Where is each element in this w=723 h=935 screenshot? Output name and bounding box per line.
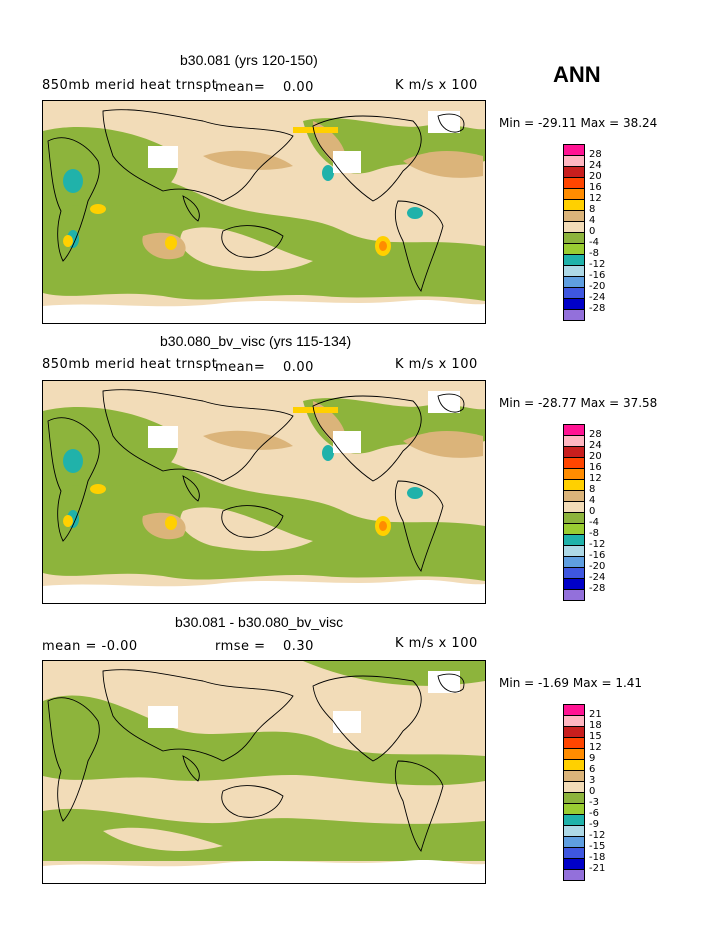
colorbar-swatch <box>563 589 585 601</box>
colorbar-level-label: -15 <box>589 841 606 852</box>
colorbar-level-label: -8 <box>589 528 599 539</box>
panel-2-mean-label: mean= <box>215 360 266 375</box>
colorbar-level-label: -3 <box>589 797 599 808</box>
colorbar-level-label: 16 <box>589 182 602 193</box>
panel-1-mean-value: 0.00 <box>283 80 314 95</box>
colorbar-level-label: -24 <box>589 572 606 583</box>
colorbar-level-label: -28 <box>589 303 606 314</box>
panel-3-mean: mean = -0.00 <box>42 639 138 654</box>
world-map <box>43 661 485 883</box>
world-map <box>43 101 485 323</box>
panel-3-title: b30.081 - b30.080_bv_visc <box>175 614 344 630</box>
colorbar-level-label: -20 <box>589 561 606 572</box>
colorbar-level-label: -9 <box>589 819 599 830</box>
colorbar-swatch <box>563 869 585 881</box>
colorbar-level-label: 15 <box>589 731 602 742</box>
panel-1-mean-label: mean= <box>215 80 266 95</box>
panel-3-map <box>42 660 486 884</box>
colorbar-level-label: 20 <box>589 171 602 182</box>
colorbar-level-label: -24 <box>589 292 606 303</box>
panel-3-colorbar: 21 18 15 12 9 6 3 0 -3 -6 -9 -12 -15 -18 -21 <box>563 704 623 881</box>
panel-2-mean-value: 0.00 <box>283 360 314 375</box>
colorbar-level-label: -18 <box>589 852 606 863</box>
colorbar-level-label: 4 <box>589 495 596 506</box>
colorbar-level-label: 24 <box>589 440 602 451</box>
colorbar-level-label: -12 <box>589 539 606 550</box>
panel-3-rmse-label: rmse = <box>215 639 266 654</box>
colorbar-level-label: 0 <box>589 506 596 517</box>
colorbar-level-label: -20 <box>589 281 606 292</box>
colorbar-level-label: 20 <box>589 451 602 462</box>
panel-1-units: K m/s x 100 <box>395 78 478 93</box>
colorbar-level-label: 3 <box>589 775 596 786</box>
colorbar-level-label: 12 <box>589 473 602 484</box>
colorbar-level-label: 24 <box>589 160 602 171</box>
colorbar-level-label: -21 <box>589 863 606 874</box>
colorbar-level-label: 21 <box>589 709 602 720</box>
colorbar-level-label: -12 <box>589 830 606 841</box>
panel-1-minmax: Min = -29.11 Max = 38.24 <box>499 116 658 130</box>
panel-2-map <box>42 380 486 604</box>
colorbar-level-label: 6 <box>589 764 596 775</box>
panel-3-units: K m/s x 100 <box>395 636 478 651</box>
colorbar-level-label: 18 <box>589 720 602 731</box>
colorbar-level-label: -28 <box>589 583 606 594</box>
colorbar-level-label: -12 <box>589 259 606 270</box>
colorbar-level-label: -6 <box>589 808 599 819</box>
colorbar-level-label: -4 <box>589 237 599 248</box>
colorbar-level-label: 0 <box>589 786 596 797</box>
panel-1-variable: 850mb merid heat trnspt <box>42 78 218 93</box>
colorbar-level-label: 28 <box>589 149 602 160</box>
panel-3-minmax: Min = -1.69 Max = 1.41 <box>499 676 643 690</box>
colorbar-level-label: 8 <box>589 484 596 495</box>
panel-1-map <box>42 100 486 324</box>
colorbar-level-label: -16 <box>589 270 606 281</box>
panel-3-rmse-value: 0.30 <box>283 639 314 654</box>
season-label: ANN <box>553 62 601 87</box>
colorbar-level-label: -16 <box>589 550 606 561</box>
colorbar-level-label: 4 <box>589 215 596 226</box>
colorbar-level-label: 28 <box>589 429 602 440</box>
panel-2-minmax: Min = -28.77 Max = 37.58 <box>499 396 658 410</box>
colorbar-level-label: 0 <box>589 226 596 237</box>
panel-2-colorbar: 28 24 20 16 12 8 4 0 -4 -8 -12 -16 -20 -24 -28 <box>563 424 623 601</box>
colorbar-level-label: 12 <box>589 742 602 753</box>
world-map <box>43 381 485 603</box>
colorbar-level-label: 16 <box>589 462 602 473</box>
colorbar-level-label: 12 <box>589 193 602 204</box>
colorbar-level-label: -8 <box>589 248 599 259</box>
panel-2-title: b30.080_bv_visc (yrs 115-134) <box>160 333 352 349</box>
colorbar-swatch <box>563 309 585 321</box>
panel-2-variable: 850mb merid heat trnspt <box>42 357 218 372</box>
colorbar-level-label: 9 <box>589 753 596 764</box>
colorbar-level-label: 8 <box>589 204 596 215</box>
panel-1-title: b30.081 (yrs 120-150) <box>180 52 318 68</box>
colorbar-level-label: -4 <box>589 517 599 528</box>
panel-1-colorbar: 28 24 20 16 12 8 4 0 -4 -8 -12 -16 -20 -24 -28 <box>563 144 623 321</box>
panel-2-units: K m/s x 100 <box>395 357 478 372</box>
